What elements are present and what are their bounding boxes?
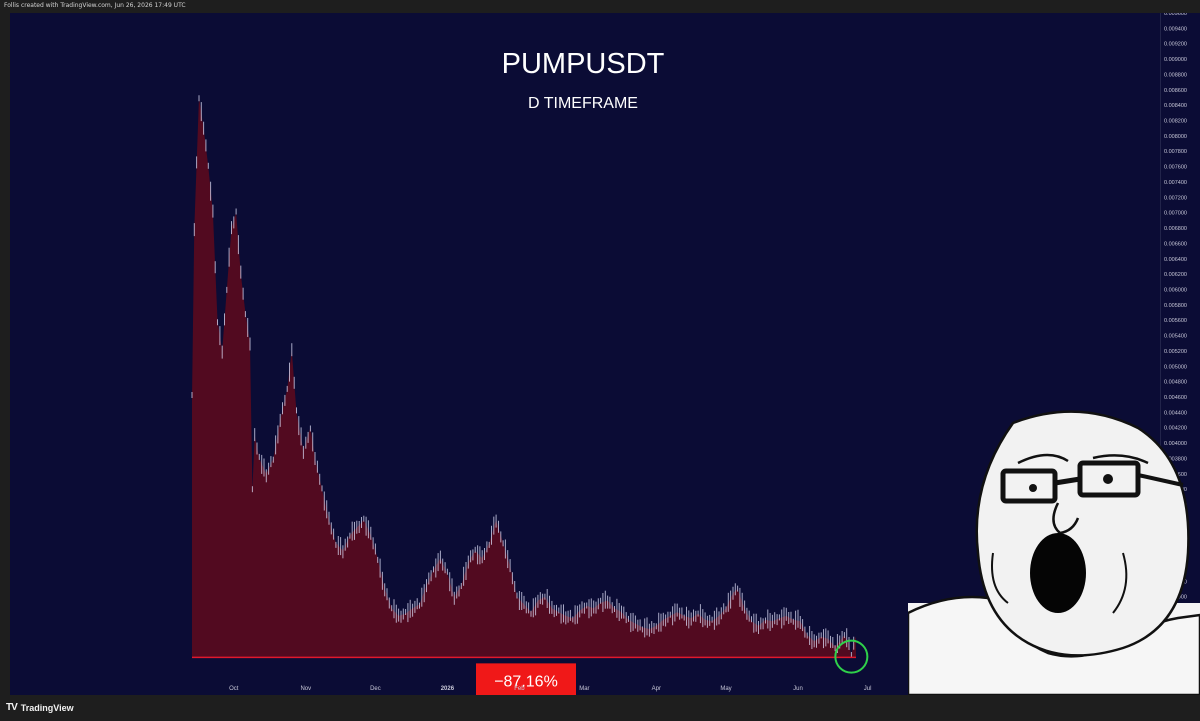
x-tick-label: 2026 bbox=[441, 686, 455, 692]
chart-area[interactable]: −87.16% PUMPUSDT D TIMEFRAME Oct Nov Dec 20… bbox=[10, 13, 1160, 695]
y-tick-label: 0.007000 bbox=[1164, 211, 1187, 217]
candle-layer bbox=[191, 95, 855, 658]
tradingview-logo[interactable]: TV TradingView bbox=[6, 702, 74, 713]
area-layer bbox=[192, 97, 856, 658]
y-tick-label: 0.007800 bbox=[1164, 149, 1187, 155]
y-tick-label: 0.006400 bbox=[1164, 257, 1187, 263]
x-tick-label: Feb bbox=[514, 686, 525, 692]
y-tick-label: 0.009200 bbox=[1164, 42, 1187, 48]
change-badge-background bbox=[476, 663, 576, 695]
y-tick-label: 0.005600 bbox=[1164, 318, 1187, 324]
y-tick-label: 0.008000 bbox=[1164, 134, 1187, 140]
y-tick-label: 0.009000 bbox=[1164, 57, 1187, 63]
meme-head bbox=[975, 410, 1190, 657]
chart-caption: Follis created with TradingView.com, Jun… bbox=[4, 2, 186, 9]
x-tick-label: Mar bbox=[579, 686, 589, 692]
y-tick-label: 0.005200 bbox=[1164, 349, 1187, 355]
meme-glasses-left bbox=[1000, 468, 1058, 504]
x-tick-label: Dec bbox=[370, 686, 381, 692]
y-tick-label: 0.005800 bbox=[1164, 303, 1187, 309]
y-tick-label: 0.009400 bbox=[1164, 26, 1187, 32]
y-tick-label: 0.007600 bbox=[1164, 165, 1187, 171]
meme-brow-left bbox=[1017, 453, 1069, 465]
y-tick-label: 0.003800 bbox=[1164, 457, 1187, 463]
y-tick-label: 0.006800 bbox=[1164, 226, 1187, 232]
y-tick-label: 0.005400 bbox=[1164, 334, 1187, 340]
footer-bar: TV TradingView bbox=[0, 695, 1200, 721]
change-badge: −87.16% bbox=[494, 673, 558, 690]
x-tick-label: Apr bbox=[652, 686, 661, 692]
x-tick-label: Jul bbox=[864, 686, 872, 692]
y-tick-label: 0.007400 bbox=[1164, 180, 1187, 186]
x-tick-label: Nov bbox=[300, 686, 311, 692]
y-tick-label: 0.004000 bbox=[1164, 441, 1187, 447]
y-tick-label: 0.008200 bbox=[1164, 119, 1187, 125]
x-tick-label: Oct bbox=[229, 686, 239, 692]
y-tick-label: 0.004400 bbox=[1164, 410, 1187, 416]
y-tick-label: 0.006200 bbox=[1164, 272, 1187, 278]
meme-mouth bbox=[1030, 533, 1086, 613]
meme-nose bbox=[1052, 502, 1080, 535]
price-chart: −87.16% PUMPUSDT D TIMEFRAME Oct Nov Dec 20… bbox=[191, 48, 871, 695]
shocked-face-meme bbox=[908, 410, 1200, 695]
y-tick-label: 0.009600 bbox=[1164, 13, 1187, 17]
tradingview-logo-icon: TV bbox=[6, 702, 18, 713]
y-tick-label: 0.006600 bbox=[1164, 241, 1187, 247]
price-area bbox=[192, 97, 856, 658]
x-axis-ticks: Oct Nov Dec 2026 Feb Mar Apr May Jun Jul bbox=[229, 686, 871, 692]
y-tick-label: 0.008800 bbox=[1164, 72, 1187, 78]
current-price-circle bbox=[834, 639, 869, 674]
y-tick-label: 0.004600 bbox=[1164, 395, 1187, 401]
y-tick-label: 0.006000 bbox=[1164, 288, 1187, 294]
meme-eye-left bbox=[1029, 484, 1037, 492]
y-tick-label: 0.004800 bbox=[1164, 380, 1187, 386]
x-tick-label: Jun bbox=[793, 686, 803, 692]
y-tick-label: 0.008600 bbox=[1164, 88, 1187, 94]
y-tick-label: 0.005000 bbox=[1164, 364, 1187, 370]
y-tick-label: 0.004200 bbox=[1164, 426, 1187, 432]
y-tick-label: 0.007200 bbox=[1164, 195, 1187, 201]
x-tick-label: May bbox=[720, 686, 731, 692]
meme-eye-right bbox=[1103, 474, 1113, 484]
meme-brow-right bbox=[1092, 454, 1149, 465]
tradingview-brand: TradingView bbox=[20, 702, 74, 713]
y-tick-label: 0.008400 bbox=[1164, 103, 1187, 109]
chart-subtitle: D TIMEFRAME bbox=[528, 95, 638, 112]
chart-title: PUMPUSDT bbox=[502, 48, 665, 80]
